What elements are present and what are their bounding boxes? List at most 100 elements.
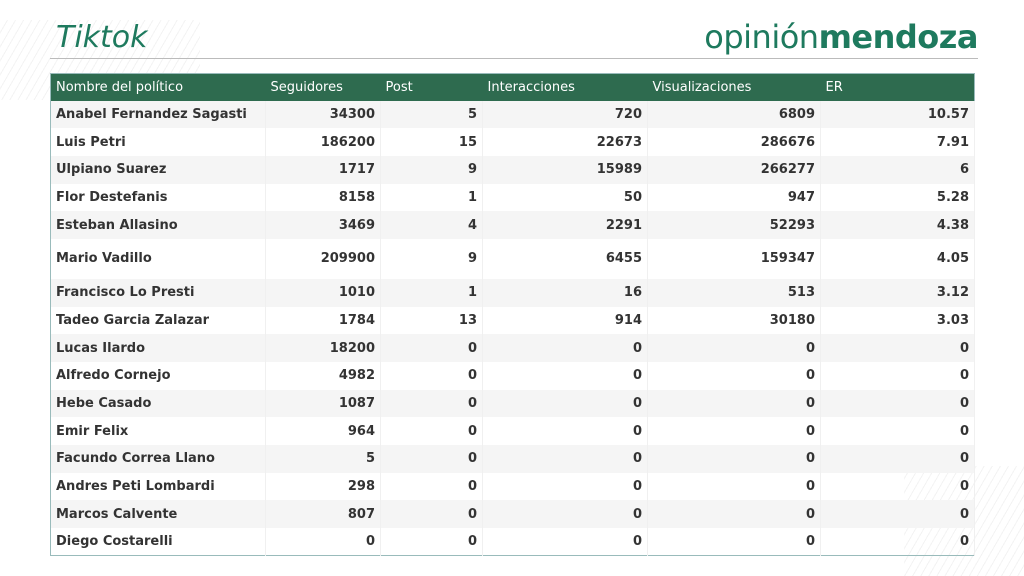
politician-name: Mario Vadillo	[50, 238, 266, 279]
divider	[50, 58, 978, 59]
logo-bold: mendoza	[818, 18, 979, 56]
table-row: Luis Petri 186200 15 22673 286676 7.91	[50, 128, 975, 156]
cell-value: 0	[482, 500, 648, 529]
cell-value: 1087	[265, 389, 381, 418]
cell-value: 0	[482, 417, 648, 446]
cell-value: 8158	[265, 183, 381, 212]
table-row: Francisco Lo Presti 1010 1 16 513 3.12	[50, 278, 975, 307]
cell-value: 10.57	[820, 100, 975, 129]
table-row: Ulpiano Suarez 1717 9 15989 266277 6	[50, 155, 975, 184]
page-title: Tiktok	[56, 20, 148, 55]
politician-name: Ulpiano Suarez	[50, 155, 266, 184]
cell-value: 1717	[265, 155, 381, 184]
cell-value: 0	[647, 334, 821, 362]
cell-value: 0	[380, 500, 483, 529]
politician-name: Hebe Casado	[50, 389, 266, 418]
table-row: Esteban Allasino 3469 4 2291 52293 4.38	[50, 211, 975, 239]
cell-value: 3469	[265, 211, 381, 239]
cell-value: 13	[380, 306, 483, 335]
table-row: Mario Vadillo 209900 9 6455 159347 4.05	[50, 238, 975, 279]
cell-value: 209900	[265, 238, 381, 279]
cell-value: 1784	[265, 306, 381, 335]
cell-value: 0	[482, 389, 648, 418]
cell-value: 0	[647, 528, 821, 556]
cell-value: 513	[647, 278, 821, 307]
cell-value: 5	[380, 100, 483, 129]
column-header: Nombre del político	[50, 73, 266, 101]
cell-value: 6	[820, 155, 975, 184]
cell-value: 720	[482, 100, 648, 129]
cell-value: 15	[380, 128, 483, 156]
cell-value: 0	[820, 389, 975, 418]
table-row: Tadeo Garcia Zalazar 1784 13 914 30180 3.03	[50, 306, 975, 335]
cell-value: 50	[482, 183, 648, 212]
politician-name: Lucas Ilardo	[50, 334, 266, 362]
cell-value: 15989	[482, 155, 648, 184]
cell-value: 0	[820, 445, 975, 473]
table-row: Andres Peti Lombardi 298 0 0 0 0	[50, 472, 975, 501]
politician-name: Luis Petri	[50, 128, 266, 156]
table-row: Hebe Casado 1087 0 0 0 0	[50, 389, 975, 418]
column-header: ER	[820, 73, 975, 101]
cell-value: 1	[380, 278, 483, 307]
cell-value: 0	[647, 417, 821, 446]
cell-value: 52293	[647, 211, 821, 239]
cell-value: 947	[647, 183, 821, 212]
cell-value: 3.03	[820, 306, 975, 335]
cell-value: 0	[647, 389, 821, 418]
column-header: Visualizaciones	[647, 73, 821, 101]
cell-value: 0	[647, 445, 821, 473]
cell-value: 0	[647, 472, 821, 501]
politician-name: Marcos Calvente	[50, 500, 266, 529]
cell-value: 0	[482, 528, 648, 556]
cell-value: 5.28	[820, 183, 975, 212]
politicians-table: Nombre del político Seguidores Post Interac…	[50, 73, 975, 557]
table-row: Facundo Correa Llano 5 0 0 0 0	[50, 445, 975, 473]
politician-name: Diego Costarelli	[50, 528, 266, 556]
cell-value: 0	[820, 417, 975, 446]
table-row: Flor Destefanis 8158 1 50 947 5.28	[50, 183, 975, 212]
cell-value: 7.91	[820, 128, 975, 156]
column-header: Post	[380, 73, 483, 101]
column-header: Interacciones	[482, 73, 648, 101]
cell-value: 0	[380, 362, 483, 390]
cell-value: 3.12	[820, 278, 975, 307]
cell-value: 30180	[647, 306, 821, 335]
cell-value: 0	[380, 389, 483, 418]
cell-value: 266277	[647, 155, 821, 184]
cell-value: 286676	[647, 128, 821, 156]
column-header: Seguidores	[265, 73, 381, 101]
cell-value: 0	[482, 472, 648, 501]
cell-value: 18200	[265, 334, 381, 362]
table-row: Lucas Ilardo 18200 0 0 0 0	[50, 334, 975, 362]
cell-value: 807	[265, 500, 381, 529]
cell-value: 6455	[482, 238, 648, 279]
table-row: Marcos Calvente 807 0 0 0 0	[50, 500, 975, 529]
politician-name: Francisco Lo Presti	[50, 278, 266, 307]
logo: opiniónmendoza	[704, 18, 978, 56]
cell-value: 9	[380, 155, 483, 184]
politician-name: Facundo Correa Llano	[50, 445, 266, 473]
cell-value: 0	[380, 528, 483, 556]
cell-value: 9	[380, 238, 483, 279]
cell-value: 0	[380, 445, 483, 473]
table-row: Anabel Fernandez Sagasti 34300 5 720 6809 10.…	[50, 100, 975, 129]
politician-name: Tadeo Garcia Zalazar	[50, 306, 266, 335]
politician-name: Emir Felix	[50, 417, 266, 446]
cell-value: 1	[380, 183, 483, 212]
cell-value: 0	[820, 334, 975, 362]
cell-value: 0	[380, 417, 483, 446]
cell-value: 0	[380, 334, 483, 362]
cell-value: 6809	[647, 100, 821, 129]
cell-value: 4	[380, 211, 483, 239]
logo-light: opinión	[704, 18, 819, 56]
cell-value: 0	[380, 472, 483, 501]
table-row: Diego Costarelli 0 0 0 0 0	[50, 528, 975, 556]
politician-name: Esteban Allasino	[50, 211, 266, 239]
cell-value: 16	[482, 278, 648, 307]
cell-value: 0	[820, 362, 975, 390]
cell-value: 0	[647, 362, 821, 390]
cell-value: 0	[820, 500, 975, 529]
cell-value: 0	[265, 528, 381, 556]
cell-value: 0	[482, 362, 648, 390]
